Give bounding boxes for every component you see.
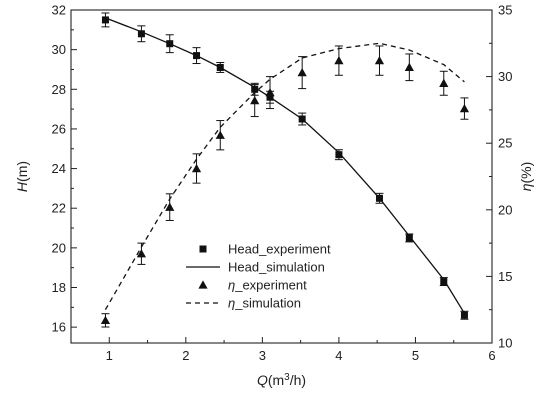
legend-entry-eta-simulation: η_simulation: [186, 296, 301, 311]
y-right-tick-label: 10: [498, 336, 512, 351]
x-tick-label: 3: [259, 348, 266, 363]
eta-experiment-point: [250, 95, 260, 105]
series-2: [100, 45, 470, 328]
legend-label-eta-symbol: η: [228, 296, 235, 311]
y-left-tick-label: 26: [52, 121, 66, 136]
eta-experiment-point: [136, 249, 147, 258]
x-tick-label: 4: [335, 348, 342, 363]
x-axis-title-unit-close: /h): [290, 372, 306, 388]
eta-experiment-point: [265, 87, 275, 97]
legend-square-symbol: [199, 245, 207, 253]
y-left-tick-label: 24: [52, 161, 66, 176]
y-right-tick-label: 35: [498, 3, 512, 18]
y-left-axis-title: H(m): [14, 161, 30, 192]
y-left-tick-label: 32: [52, 3, 66, 18]
head-experiment-point: [440, 278, 448, 286]
legend-entry-eta-experiment: η_experiment: [198, 278, 307, 293]
eta-experiment-point: [374, 56, 385, 65]
y-right-axis-title: η(%): [518, 162, 534, 192]
eta-experiment-point: [215, 130, 225, 139]
head-experiment-point: [137, 30, 145, 38]
y-right-tick-label: 30: [498, 69, 512, 84]
legend: Head_experiment Head_simulation η_experi…: [186, 242, 331, 311]
eta-simulation-line: [104, 42, 465, 311]
y-right-axis-title-unit: (%): [518, 162, 534, 184]
eta-experiment-point: [439, 78, 449, 87]
legend-triangle-marker: [198, 280, 208, 289]
x-tick-label: 1: [106, 348, 113, 363]
legend-entry-head-simulation: Head_simulation: [186, 260, 325, 275]
eta-experiment-point: [165, 202, 175, 211]
y-left-axis-title-main: H: [14, 181, 30, 192]
x-tick-label: 5: [412, 348, 419, 363]
x-axis-title-main: Q: [257, 372, 268, 388]
x-axis-title-unit-open: (m: [268, 372, 284, 388]
y-right-tick-label: 20: [498, 202, 512, 217]
legend-label-eta-experiment: η_experiment: [228, 278, 307, 293]
eta-experiment-point: [404, 62, 414, 71]
eta-experiment-point: [297, 68, 307, 77]
eta-experiment-point: [459, 103, 470, 113]
head-experiment-point: [335, 151, 343, 159]
plot-frame: [70, 9, 493, 344]
legend-label-eta-symbol: η: [228, 278, 235, 293]
plot-layer: [100, 12, 470, 328]
eta-experiment-point: [191, 163, 202, 173]
ticks-layer: 1 2 3 4 5 6 16 18 20 22 24 26 28 30 32 10 15 20 25 30 35: [52, 3, 513, 364]
y-left-tick-label: 16: [52, 320, 66, 335]
legend-entry-head-experiment: Head_experiment: [199, 242, 331, 257]
y-left-tick-label: 20: [52, 240, 66, 255]
legend-label-eta-experiment-rest: _experiment: [234, 278, 307, 293]
legend-label-eta-simulation: η_simulation: [228, 296, 301, 311]
legend-triangle-symbol: [198, 280, 208, 289]
head-experiment-point: [101, 16, 109, 24]
x-axis-title-sup: 3: [284, 372, 290, 383]
eta-experiment-point: [334, 56, 344, 65]
legend-label-eta-simulation-rest: _simulation: [234, 296, 301, 311]
head-experiment-point: [405, 234, 413, 242]
legend-square-marker: [199, 245, 207, 253]
y-right-axis-title-main: η: [518, 183, 534, 191]
y-left-axis-title-unit: (m): [14, 161, 30, 182]
y-right-tick-label: 25: [498, 136, 512, 151]
series-3: [104, 42, 465, 311]
x-axis-title: Q(m3/h): [257, 372, 306, 388]
y-right-tick-label: 15: [498, 269, 512, 284]
y-left-tick-label: 28: [52, 82, 66, 97]
legend-label-head-simulation: Head_simulation: [228, 260, 325, 275]
x-tick-label: 2: [182, 348, 189, 363]
legend-label-head-experiment: Head_experiment: [228, 242, 331, 257]
y-left-tick-label: 30: [52, 42, 66, 57]
head-experiment-point: [460, 311, 468, 319]
eta-experiment-point: [100, 315, 111, 325]
x-tick-label: 6: [488, 348, 495, 363]
y-left-tick-label: 18: [52, 280, 66, 295]
y-left-tick-label: 22: [52, 201, 66, 216]
